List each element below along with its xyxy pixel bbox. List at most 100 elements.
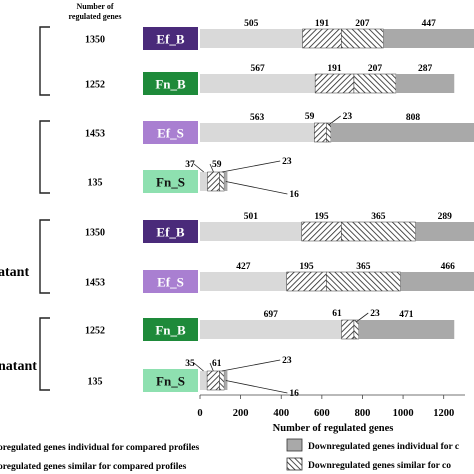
bar-segment-down-similar	[219, 370, 225, 391]
x-tick-label: 1200	[433, 408, 454, 419]
legend-swatch-down-similar	[286, 457, 303, 471]
bar-segment-down-similar	[341, 221, 416, 242]
bar-segment-down-similar	[326, 122, 332, 143]
sample-badge-label: Ef_B	[156, 225, 185, 240]
bracket-2	[39, 120, 50, 194]
total-count: 135	[88, 178, 103, 189]
bar-segment-up-similar	[301, 221, 342, 242]
bracket-3	[39, 219, 50, 294]
group-label-2: natant	[0, 359, 37, 374]
bar-segment-down-similar	[341, 28, 384, 49]
bar-segment-down-similar	[219, 171, 225, 192]
bar-segment-up-similar	[314, 73, 355, 94]
segment-value: 207	[355, 19, 370, 29]
sample-badge	[143, 27, 198, 50]
segment-value: 23	[343, 112, 353, 122]
bar-row-1: 1350 Ef_B 505 191 207 447	[85, 19, 474, 50]
legend-label-down-individual: Downregulated genes individual for c	[308, 442, 459, 452]
sample-badge-label: Fn_B	[155, 323, 186, 338]
segment-value: 567	[250, 64, 265, 74]
x-axis-label: Number of regulated genes	[273, 423, 394, 434]
bar-segment-down-individual	[400, 272, 474, 291]
segment-value: 61	[332, 309, 342, 319]
bar-segment-down-individual	[330, 123, 474, 142]
group-label-1: atant	[0, 265, 29, 280]
total-count: 1453	[85, 129, 105, 140]
segment-leader	[221, 359, 281, 372]
total-count: 1350	[85, 228, 105, 239]
bar-segment-up-individual	[200, 222, 302, 241]
segment-leader	[356, 312, 369, 323]
count-header-line2: regulated genes	[69, 12, 122, 21]
bar-segment-down-similar	[353, 73, 397, 94]
segment-value: 808	[406, 113, 421, 123]
bar-row-2: 1252 Fn_B 567 191 207 287	[85, 64, 455, 95]
x-tick-label: 600	[314, 408, 330, 419]
x-tick-label: 200	[233, 408, 249, 419]
bar-segment-up-individual	[200, 371, 208, 390]
segment-value: 16	[289, 190, 299, 200]
segment-value: 16	[289, 389, 299, 399]
segment-value: 697	[264, 310, 279, 320]
segment-value: 23	[370, 309, 380, 319]
segment-leader	[221, 160, 281, 173]
bar-segment-down-similar	[353, 319, 359, 340]
legend-label-down-similar: Downregulated genes similar for co	[308, 461, 451, 471]
segment-value: 466	[441, 262, 456, 272]
bar-segment-down-individual	[383, 29, 474, 48]
sample-badge-label: Fn_B	[155, 77, 186, 92]
segment-value: 23	[282, 356, 292, 366]
segment-leader	[209, 362, 214, 372]
x-tick-label: 0	[197, 408, 202, 419]
x-axis: 0 200 400 600 800 1000 1200 Number of regulate…	[197, 394, 465, 434]
segment-leader	[193, 362, 204, 372]
legend-label-up-similar: oregulated genes similar for compared pr…	[0, 462, 187, 472]
segment-value: 505	[244, 19, 259, 29]
bar-segment-up-individual	[200, 29, 303, 48]
count-header-line1: Number of	[77, 2, 114, 11]
x-tick-label: 800	[355, 408, 371, 419]
segment-value: 365	[371, 212, 386, 222]
sample-badge	[143, 121, 198, 144]
sample-badge	[143, 270, 198, 293]
sample-badge	[143, 170, 198, 193]
segment-value: 191	[327, 64, 342, 74]
total-count: 1252	[85, 80, 105, 91]
segment-leader	[225, 181, 288, 195]
sample-badge	[143, 72, 198, 95]
bar-row-5: 1350 Ef_B 501 195 365 289	[85, 212, 474, 243]
x-ticks: 0 200 400 600 800 1000 1200	[197, 395, 454, 419]
bar-segment-up-individual	[200, 320, 342, 339]
segment-value: 365	[356, 262, 371, 272]
sample-badge-label: Ef_S	[157, 126, 184, 141]
sample-badge	[143, 220, 198, 243]
segment-value: 471	[399, 310, 414, 320]
total-count: 1350	[85, 35, 105, 46]
bar-segment-up-similar	[341, 319, 355, 340]
legend-swatch-down-individual	[286, 438, 303, 452]
bar-segment-down-individual	[358, 320, 455, 339]
bar-segment-down-individual	[395, 74, 455, 93]
bar-row-7: 1252 Fn_B 697 61 23 471	[85, 309, 455, 341]
segment-leader	[328, 115, 341, 126]
segment-value: 447	[422, 19, 437, 29]
total-count: 1453	[85, 278, 105, 289]
segment-leader	[193, 163, 205, 173]
segment-value: 427	[236, 262, 251, 272]
segment-value: 207	[368, 64, 383, 74]
bar-segment-up-similar	[302, 28, 342, 49]
segment-value: 195	[314, 212, 329, 222]
segment-value: 289	[438, 212, 453, 222]
sample-badge	[143, 369, 198, 392]
bar-segment-up-similar	[206, 370, 220, 391]
bar-segment-up-similar	[314, 122, 327, 143]
bracket-4	[39, 317, 50, 391]
x-tick-label: 1000	[393, 408, 414, 419]
total-count: 1252	[85, 326, 105, 337]
bar-segment-down-similar	[326, 271, 401, 292]
bar-segment-up-individual	[200, 123, 315, 142]
segment-value: 37	[185, 160, 195, 170]
sample-badge-label: Ef_B	[156, 32, 185, 47]
bar-segment-up-similar	[286, 271, 327, 292]
segment-value: 195	[299, 262, 314, 272]
